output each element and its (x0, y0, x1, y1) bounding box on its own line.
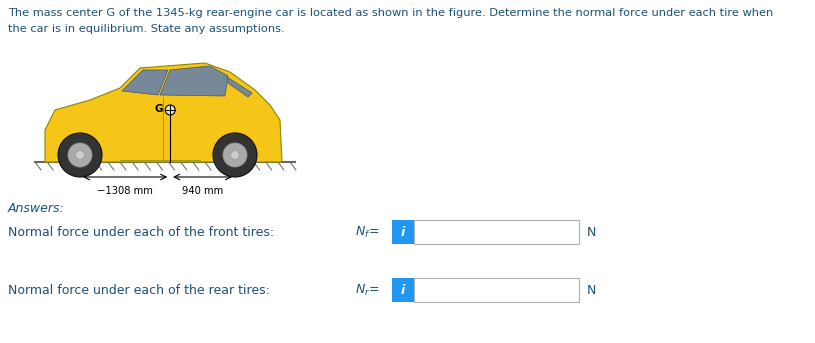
Text: −1308 mm: −1308 mm (97, 186, 153, 196)
Polygon shape (122, 70, 168, 95)
FancyBboxPatch shape (392, 278, 414, 302)
Text: the car is in equilibrium. State any assumptions.: the car is in equilibrium. State any ass… (8, 24, 284, 34)
Text: The mass center G of the 1345-kg rear-engine car is located as shown in the figu: The mass center G of the 1345-kg rear-en… (8, 8, 773, 18)
Circle shape (165, 105, 175, 115)
Circle shape (58, 133, 102, 177)
Polygon shape (160, 66, 228, 96)
Polygon shape (227, 77, 252, 97)
Text: N: N (587, 284, 597, 296)
Circle shape (222, 143, 247, 167)
Text: i: i (401, 284, 405, 296)
Text: $N_r\!=\!$: $N_r\!=\!$ (355, 282, 380, 297)
Text: N: N (587, 225, 597, 238)
Circle shape (231, 151, 240, 159)
FancyBboxPatch shape (414, 278, 579, 302)
Circle shape (213, 133, 257, 177)
Text: G: G (155, 104, 163, 114)
Text: 940 mm: 940 mm (182, 186, 223, 196)
Polygon shape (45, 63, 282, 162)
FancyBboxPatch shape (392, 220, 414, 244)
Text: $N_f\!=\!$: $N_f\!=\!$ (355, 224, 380, 239)
Text: i: i (401, 225, 405, 238)
Circle shape (68, 143, 92, 167)
Text: Normal force under each of the front tires:: Normal force under each of the front tir… (8, 225, 274, 238)
Circle shape (76, 151, 85, 159)
Text: Normal force under each of the rear tires:: Normal force under each of the rear tire… (8, 284, 270, 296)
Text: Answers:: Answers: (8, 202, 64, 215)
FancyBboxPatch shape (414, 220, 579, 244)
